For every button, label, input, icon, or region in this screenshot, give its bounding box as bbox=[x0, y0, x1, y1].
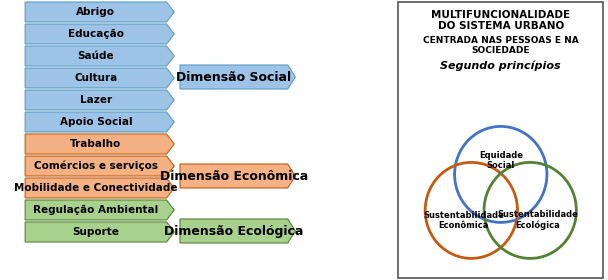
Text: MULTIFUNCIONALIDADE: MULTIFUNCIONALIDADE bbox=[431, 10, 570, 20]
Text: Trabalho: Trabalho bbox=[71, 139, 122, 149]
Polygon shape bbox=[180, 164, 295, 188]
Text: Comércios e serviços: Comércios e serviços bbox=[34, 161, 158, 171]
Text: Dimensão Social: Dimensão Social bbox=[176, 71, 291, 83]
Text: Sustentabilidade
Econômica: Sustentabilidade Econômica bbox=[423, 211, 504, 230]
FancyBboxPatch shape bbox=[398, 2, 603, 278]
Text: Educação: Educação bbox=[68, 29, 124, 39]
Text: Suporte: Suporte bbox=[72, 227, 119, 237]
Text: Segundo princípios: Segundo princípios bbox=[440, 60, 561, 71]
Polygon shape bbox=[180, 65, 295, 89]
Text: Regulação Ambiental: Regulação Ambiental bbox=[33, 205, 159, 215]
Polygon shape bbox=[25, 156, 174, 176]
Text: SOCIEDADE: SOCIEDADE bbox=[472, 46, 530, 55]
Polygon shape bbox=[25, 134, 174, 154]
Text: CENTRADA NAS PESSOAS E NA: CENTRADA NAS PESSOAS E NA bbox=[423, 36, 579, 45]
Polygon shape bbox=[25, 200, 174, 220]
Text: Lazer: Lazer bbox=[80, 95, 112, 105]
Polygon shape bbox=[25, 222, 174, 242]
Polygon shape bbox=[25, 90, 174, 110]
Polygon shape bbox=[25, 24, 174, 44]
Text: Cultura: Cultura bbox=[74, 73, 117, 83]
Text: Apoio Social: Apoio Social bbox=[60, 117, 132, 127]
Polygon shape bbox=[180, 219, 295, 243]
Text: Saúde: Saúde bbox=[78, 51, 114, 61]
Text: Abrigo: Abrigo bbox=[77, 7, 116, 17]
Text: Sustentabilidade
Ecológica: Sustentabilidade Ecológica bbox=[497, 210, 578, 230]
Polygon shape bbox=[25, 2, 174, 22]
Text: Mobilidade e Conectividade: Mobilidade e Conectividade bbox=[14, 183, 178, 193]
Text: Equidade
Social: Equidade Social bbox=[478, 151, 523, 170]
Text: DO SISTEMA URBANO: DO SISTEMA URBANO bbox=[438, 21, 564, 31]
Polygon shape bbox=[25, 68, 174, 88]
Text: Dimensão Econômica: Dimensão Econômica bbox=[160, 169, 308, 183]
Polygon shape bbox=[25, 112, 174, 132]
Text: Dimensão Ecológica: Dimensão Ecológica bbox=[164, 225, 303, 237]
Polygon shape bbox=[25, 46, 174, 66]
Polygon shape bbox=[25, 178, 174, 198]
